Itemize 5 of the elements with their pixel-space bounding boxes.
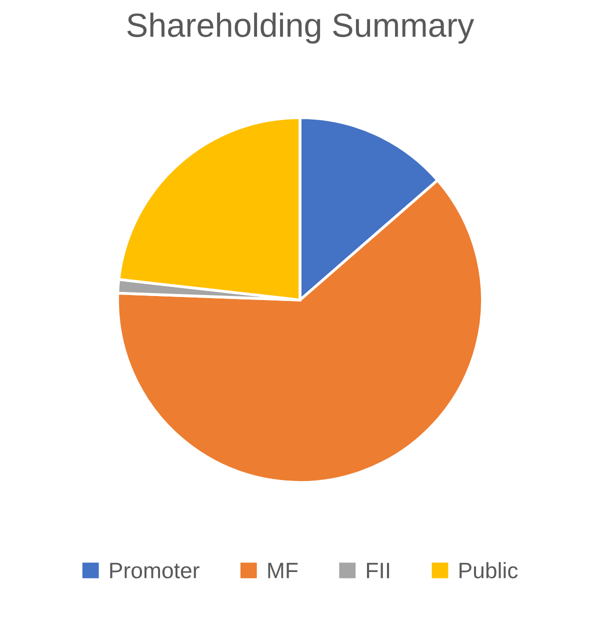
chart-title: Shareholding Summary <box>127 12 474 44</box>
legend-label: FII <box>367 562 390 578</box>
legend-label: Promoter <box>110 562 200 578</box>
legend-label: Public <box>460 562 518 578</box>
legend-label: MF <box>268 562 298 578</box>
